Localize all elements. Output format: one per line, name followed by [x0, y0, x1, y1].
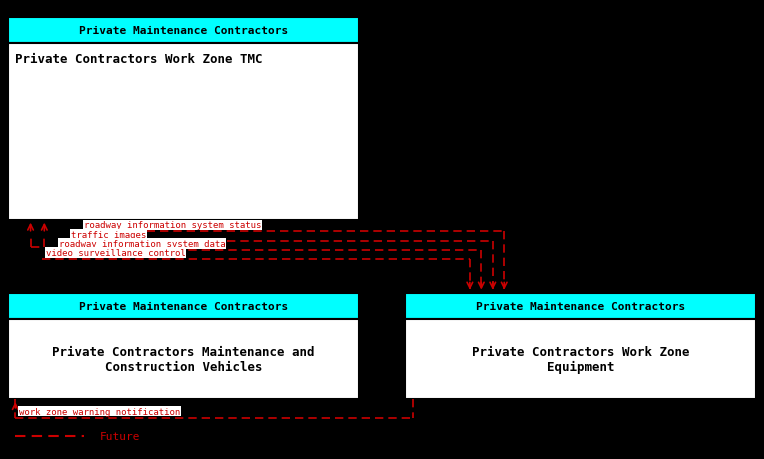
Text: roadway information system data: roadway information system data	[59, 239, 225, 248]
Bar	[8, 18, 359, 44]
Bar	[405, 319, 756, 399]
Text: roadway information system status: roadway information system status	[84, 221, 261, 230]
Text: Private Contractors Work Zone TMC: Private Contractors Work Zone TMC	[15, 53, 263, 66]
Text: Private Contractors Maintenance and
Construction Vehicles: Private Contractors Maintenance and Cons…	[52, 345, 315, 373]
Bar	[8, 294, 359, 319]
Text: Private Maintenance Contractors: Private Maintenance Contractors	[79, 26, 288, 36]
Text: work zone warning notification: work zone warning notification	[19, 407, 180, 416]
Text: traffic images: traffic images	[71, 230, 146, 239]
Text: video surveillance control: video surveillance control	[46, 248, 186, 257]
Bar	[8, 319, 359, 399]
Text: Private Contractors Work Zone
Equipment: Private Contractors Work Zone Equipment	[472, 345, 689, 373]
Text: Private Maintenance Contractors: Private Maintenance Contractors	[476, 302, 685, 311]
Bar	[405, 294, 756, 319]
Text: Private Maintenance Contractors: Private Maintenance Contractors	[79, 302, 288, 311]
Text: Future: Future	[99, 431, 140, 441]
Bar	[8, 44, 359, 220]
